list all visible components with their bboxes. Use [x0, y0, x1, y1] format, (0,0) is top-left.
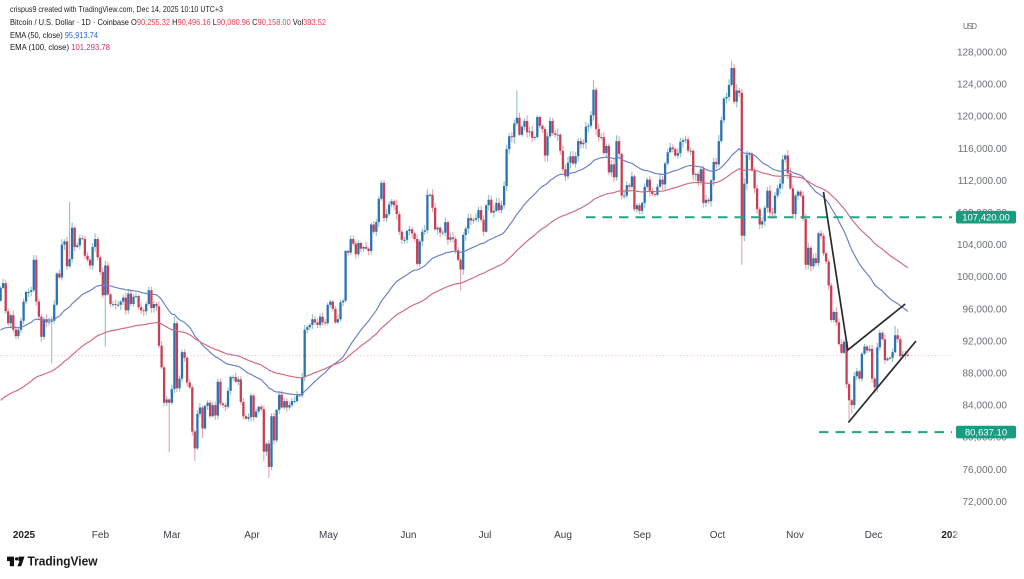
svg-text:107,420.00: 107,420.00 — [962, 213, 1010, 224]
svg-text:EMA (50, close) 95,913.74: EMA (50, close) 95,913.74 — [10, 31, 98, 40]
svg-text:Mar: Mar — [163, 530, 181, 541]
svg-text:2025: 2025 — [13, 530, 36, 541]
svg-text:TradingView: TradingView — [28, 554, 99, 569]
svg-text:Aug: Aug — [554, 530, 572, 541]
svg-text:92,000.00: 92,000.00 — [963, 336, 1008, 347]
svg-text:84,000.00: 84,000.00 — [963, 401, 1008, 412]
svg-text:USD: USD — [963, 22, 977, 31]
svg-text:Nov: Nov — [786, 530, 804, 541]
svg-text:Apr: Apr — [244, 530, 260, 541]
svg-text:76,000.00: 76,000.00 — [963, 465, 1008, 476]
svg-text:88,000.00: 88,000.00 — [963, 369, 1008, 380]
svg-text:100,000.00: 100,000.00 — [957, 272, 1007, 283]
svg-text:72,000.00: 72,000.00 — [963, 497, 1008, 508]
svg-text:128,000.00: 128,000.00 — [957, 48, 1007, 59]
svg-text:80,637.10: 80,637.10 — [965, 428, 1007, 439]
svg-text:EMA (100, close) 101,293.78: EMA (100, close) 101,293.78 — [10, 43, 110, 52]
svg-text:Jun: Jun — [400, 530, 416, 541]
svg-text:crispus9 created with TradingV: crispus9 created with TradingView.com, D… — [10, 5, 223, 14]
svg-text:104,000.00: 104,000.00 — [957, 240, 1007, 251]
svg-text:Oct: Oct — [710, 530, 726, 541]
svg-text:116,000.00: 116,000.00 — [958, 144, 1008, 155]
svg-text:112,000.00: 112,000.00 — [958, 176, 1008, 187]
svg-text:96,000.00: 96,000.00 — [963, 304, 1008, 315]
svg-text:Feb: Feb — [92, 530, 110, 541]
svg-text:May: May — [319, 530, 338, 541]
svg-text:Bitcoin / U.S. Dollar · 1D · C: Bitcoin / U.S. Dollar · 1D · Coinbase O9… — [10, 18, 326, 27]
svg-text:120,000.00: 120,000.00 — [957, 112, 1007, 123]
svg-text:Dec: Dec — [865, 530, 883, 541]
svg-text:124,000.00: 124,000.00 — [957, 80, 1007, 91]
svg-text:Sep: Sep — [633, 530, 651, 541]
svg-text:Jul: Jul — [479, 530, 492, 541]
